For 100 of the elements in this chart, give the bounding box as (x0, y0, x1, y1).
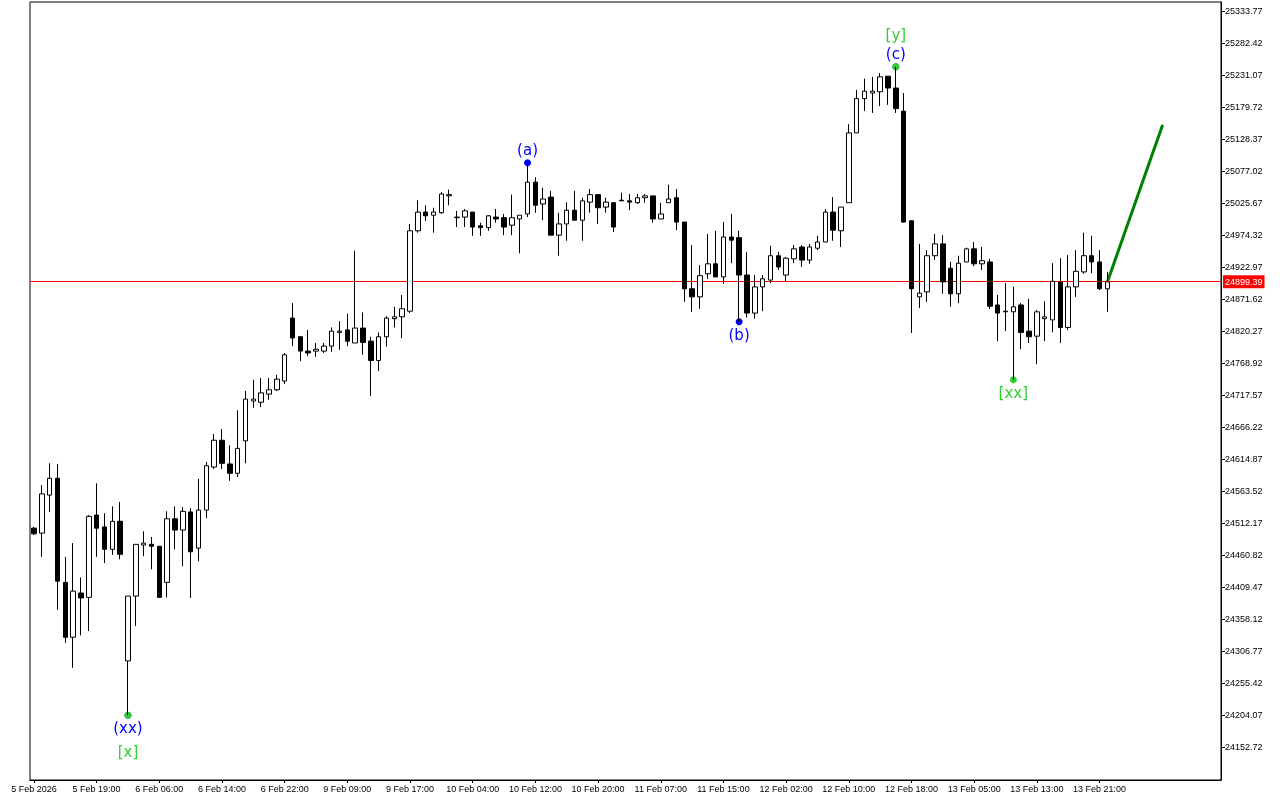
x-tick-label: 12 Feb 18:00 (884, 783, 939, 794)
candlestick (196, 478, 201, 562)
candlestick (501, 213, 507, 236)
candlestick (611, 201, 616, 233)
y-tick-label: 25077.02 (1225, 165, 1263, 176)
x-tick-label: 5 Feb 2026 (11, 783, 57, 794)
candlestick (235, 409, 240, 478)
candlestick (1026, 298, 1032, 344)
candlestick (164, 510, 170, 598)
candlestick (399, 294, 405, 339)
candlestick (478, 222, 483, 237)
candlestick (940, 234, 946, 295)
candlestick (470, 211, 475, 237)
candlestick (995, 294, 1000, 342)
candlestick (55, 463, 60, 611)
y-tick-label: 24460.82 (1225, 550, 1263, 561)
candlestick (1018, 302, 1024, 350)
candlestick (384, 315, 389, 348)
candlestick (219, 428, 225, 470)
candlestick (682, 221, 687, 303)
candlestick (243, 390, 248, 464)
candlestick (305, 329, 311, 357)
candlestick (1073, 249, 1079, 298)
point (524, 159, 532, 167)
candlestick (917, 243, 922, 309)
candlestick (486, 214, 491, 232)
candlestick (721, 221, 726, 285)
candlestick (877, 72, 883, 107)
y-tick-label: 24820.27 (1225, 325, 1263, 336)
candlestick (987, 258, 993, 310)
candlestick (830, 196, 836, 242)
x-tick-label: 6 Feb 22:00 (260, 783, 309, 794)
y-tick-label: 24922.97 (1225, 261, 1263, 272)
data-label: [x] (117, 743, 139, 762)
candlestick (729, 213, 734, 264)
candlestick (188, 507, 193, 599)
candlestick (392, 306, 397, 328)
candlestick (595, 194, 601, 225)
y-tick-label: 24409.47 (1225, 582, 1263, 593)
candlestick (587, 188, 593, 214)
candlestick (650, 195, 656, 224)
candlestick (783, 256, 789, 283)
candlestick (799, 244, 805, 268)
candlestick (298, 335, 303, 362)
candlestick (493, 208, 499, 224)
candlestick (329, 326, 334, 353)
candlestick (1065, 254, 1071, 331)
y-tick-label: 24614.87 (1225, 454, 1263, 465)
candlestick (117, 501, 123, 560)
candlestick (603, 197, 609, 214)
candlestick (525, 162, 530, 218)
candlestick (141, 530, 146, 557)
candlestick (909, 219, 914, 334)
candlestick (736, 230, 742, 323)
candlestick (1089, 235, 1094, 274)
data-label: (xx) (113, 719, 143, 738)
candlestick (39, 484, 45, 558)
candlestick (204, 461, 209, 519)
candlestick (666, 184, 671, 204)
candlestick (313, 342, 319, 358)
candlestick (556, 212, 562, 257)
x-tick-label: 13 Feb 05:00 (947, 783, 1001, 794)
y-tick-label: 25179.72 (1225, 101, 1263, 112)
candlestick (1042, 300, 1047, 342)
candlestick (697, 264, 703, 310)
candlestick (321, 342, 327, 354)
candlestick (423, 204, 428, 222)
y-tick-label: 24768.92 (1225, 358, 1263, 368)
data-label: (b) (728, 325, 750, 344)
candlestick (352, 250, 358, 344)
candlestick (548, 190, 554, 236)
candlestick (211, 433, 217, 470)
candlestick (744, 251, 750, 318)
candlestick (1003, 282, 1008, 332)
candlestick (760, 274, 765, 312)
candlestick (924, 249, 930, 303)
candlestick (627, 193, 632, 211)
x-tick-label: 12 Feb 10:00 (822, 783, 876, 794)
candlestick (102, 512, 107, 564)
y-tick-label: 24871.62 (1225, 293, 1263, 304)
candlestick (1011, 286, 1016, 381)
candlestick (752, 274, 758, 320)
y-tick-label: 24666.22 (1225, 422, 1263, 433)
candlestick (846, 123, 852, 204)
candlestick (376, 331, 381, 372)
data-label: (a) (517, 140, 539, 159)
candlestick (1097, 249, 1102, 291)
candlestick (446, 189, 452, 206)
candlestick (1058, 257, 1063, 344)
x-tick-label: 13 Feb 13:00 (1010, 783, 1064, 794)
candlestick (619, 192, 624, 202)
y-tick-label: 24306.77 (1225, 646, 1263, 657)
x-tick-label: 6 Feb 14:00 (197, 783, 246, 794)
y-tick-label: 25231.07 (1225, 69, 1263, 80)
candlestick (1081, 232, 1087, 275)
candlestick (360, 311, 366, 356)
candlestick (854, 89, 859, 134)
candlestick (791, 244, 797, 264)
x-tick-label: 9 Feb 09:00 (323, 783, 372, 794)
y-tick-label: 24358.12 (1225, 614, 1263, 625)
